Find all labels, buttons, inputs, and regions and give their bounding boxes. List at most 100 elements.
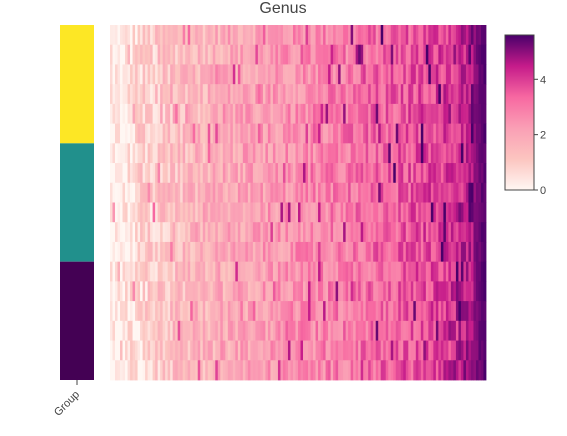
heatmap-cell [453, 103, 457, 125]
heatmap-cell [308, 143, 311, 164]
heatmap-cell [182, 261, 186, 282]
heatmap-cell [425, 182, 429, 203]
heatmap-cell [245, 301, 249, 322]
heatmap-cell [200, 103, 204, 125]
heatmap-cell [227, 84, 231, 105]
heatmap-cell [358, 360, 362, 381]
heatmap-cell [210, 163, 214, 184]
heatmap-cell [177, 25, 181, 46]
heatmap-cell [127, 340, 131, 361]
heatmap-cell [262, 182, 266, 203]
heatmap-cell [125, 202, 128, 223]
heatmap-cell [320, 143, 324, 164]
heatmap-cell [127, 123, 131, 144]
heatmap-cell [320, 241, 324, 263]
heatmap-cell [478, 202, 482, 223]
heatmap-cell [130, 25, 133, 46]
heatmap-cell [150, 261, 154, 282]
heatmap-cell [455, 143, 459, 164]
heatmap-cell [255, 261, 259, 282]
heatmap-cell [192, 360, 196, 381]
heatmap-cell [125, 340, 128, 361]
heatmap-cell [142, 281, 146, 302]
heatmap-cell [240, 202, 244, 223]
heatmap-cell [152, 320, 156, 341]
heatmap-cell [363, 241, 367, 263]
heatmap-cell [120, 143, 123, 164]
heatmap-cell [298, 64, 301, 85]
heatmap-cell [225, 25, 229, 46]
heatmap-cell [325, 84, 329, 105]
heatmap-cell [192, 163, 196, 184]
heatmap-cell [222, 202, 226, 223]
heatmap-cell [375, 202, 379, 223]
heatmap-cell [162, 320, 166, 341]
heatmap-cell [395, 360, 399, 381]
heatmap-cell [483, 261, 487, 282]
heatmap-cell [127, 182, 131, 203]
heatmap-cell [110, 281, 113, 302]
heatmap-cell [303, 241, 306, 263]
heatmap-cell [443, 241, 447, 263]
heatmap-cell [338, 301, 342, 322]
heatmap-cell [212, 84, 216, 105]
heatmap-cell [117, 163, 121, 184]
heatmap-cell [157, 84, 161, 105]
heatmap-cell [140, 84, 143, 105]
heatmap-cell [400, 281, 404, 302]
heatmap-cell [162, 103, 166, 125]
heatmap-cell [135, 143, 138, 164]
heatmap-cell [250, 123, 254, 144]
heatmap-cell [292, 103, 296, 125]
heatmap-cell [210, 25, 214, 46]
heatmap-cell [285, 163, 289, 184]
heatmap-cell [388, 320, 392, 341]
heatmap-cell [210, 222, 214, 243]
heatmap-cell [375, 84, 379, 105]
heatmap-cell [428, 301, 432, 322]
heatmap-cell [423, 360, 427, 381]
heatmap-cell [270, 320, 274, 341]
heatmap-cell [320, 123, 324, 144]
heatmap-cell [388, 222, 392, 243]
heatmap-cell [420, 202, 424, 223]
heatmap-cell [363, 163, 367, 184]
heatmap-cell [162, 340, 166, 361]
heatmap-cell [257, 202, 261, 223]
heatmap-cell [235, 281, 239, 302]
heatmap-cell [445, 320, 449, 341]
heatmap-cell [348, 340, 352, 361]
heatmap-cell [423, 241, 427, 263]
heatmap-cell [172, 222, 176, 243]
heatmap-cell [420, 281, 424, 302]
heatmap-cell [455, 182, 459, 203]
heatmap-cell [400, 222, 404, 243]
heatmap-cell [285, 84, 289, 105]
heatmap-cell [423, 340, 427, 361]
heatmap-cell [270, 103, 274, 125]
heatmap-cell [473, 103, 477, 125]
heatmap-cell [363, 360, 367, 381]
heatmap-cell [400, 123, 404, 144]
heatmap-cell [428, 261, 432, 282]
heatmap-cell [410, 241, 414, 263]
heatmap-cell [242, 44, 246, 65]
heatmap-cell [245, 84, 249, 105]
heatmap-cell [465, 182, 469, 203]
heatmap-cell [257, 64, 261, 85]
heatmap-cell [338, 64, 342, 85]
heatmap-cell [370, 202, 374, 223]
heatmap-cell [430, 241, 434, 263]
heatmap-cell [328, 241, 331, 263]
heatmap-cell [445, 84, 449, 105]
heatmap-cell [185, 241, 189, 263]
heatmap-cell [483, 360, 487, 381]
heatmap-cell [140, 261, 143, 282]
heatmap-cell [380, 301, 384, 322]
heatmap-cell [450, 103, 454, 125]
heatmap-cell [280, 340, 284, 361]
heatmap-cell [250, 222, 254, 243]
heatmap-cell [197, 320, 201, 341]
heatmap-cell [110, 143, 113, 164]
heatmap-cell [473, 84, 477, 105]
